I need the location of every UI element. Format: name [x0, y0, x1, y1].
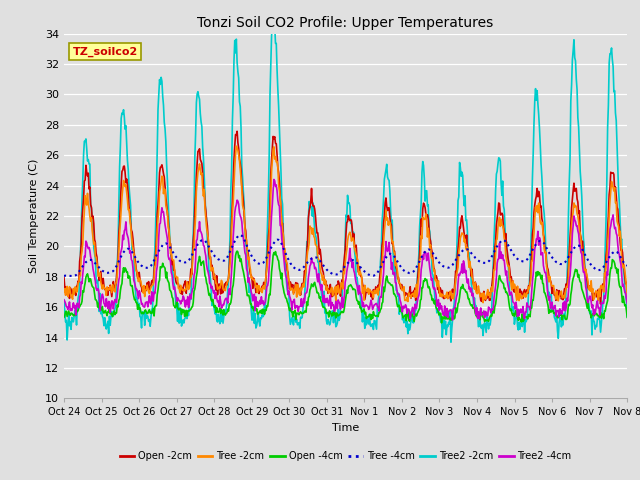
X-axis label: Time: Time	[332, 423, 359, 433]
Y-axis label: Soil Temperature (C): Soil Temperature (C)	[29, 159, 39, 273]
Text: TZ_soilco2: TZ_soilco2	[72, 47, 138, 57]
Title: Tonzi Soil CO2 Profile: Upper Temperatures: Tonzi Soil CO2 Profile: Upper Temperatur…	[198, 16, 493, 30]
Legend: Open -2cm, Tree -2cm, Open -4cm, Tree -4cm, Tree2 -2cm, Tree2 -4cm: Open -2cm, Tree -2cm, Open -4cm, Tree -4…	[116, 447, 575, 465]
